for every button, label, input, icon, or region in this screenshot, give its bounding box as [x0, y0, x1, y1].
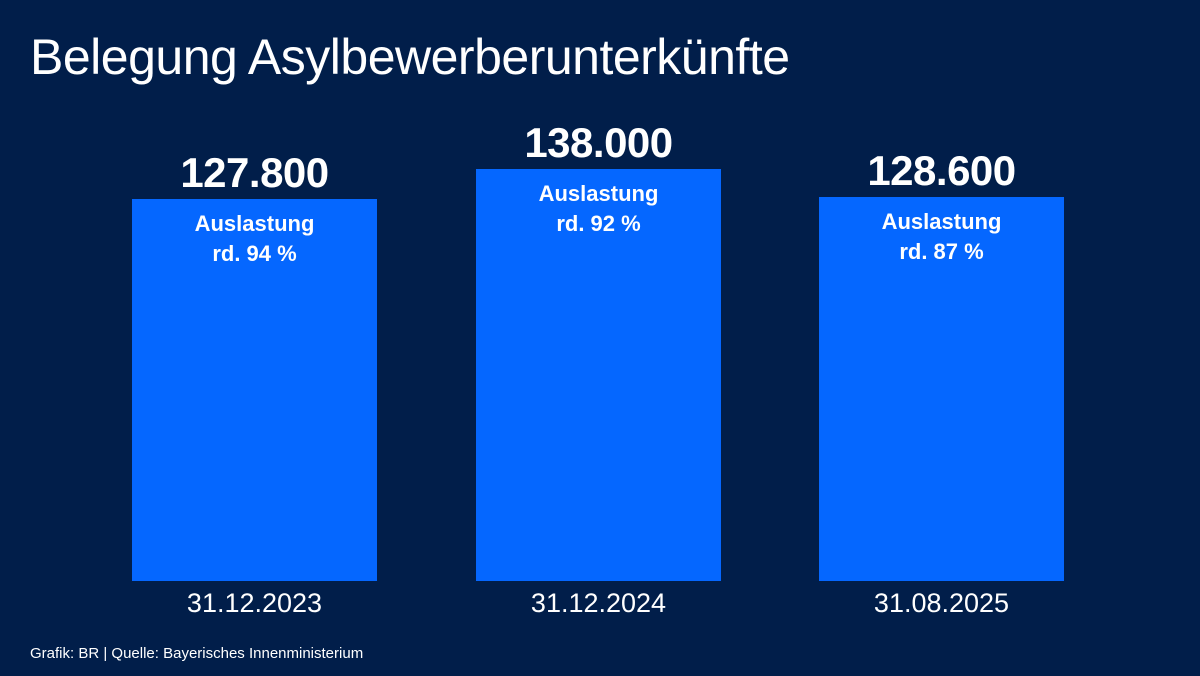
bar-annotation-value: rd. 87 %: [899, 239, 984, 265]
bar-annotation-value: rd. 92 %: [556, 211, 641, 236]
bar-annotation-label: Auslastung: [538, 181, 659, 206]
bar-annotation-label: Auslastung: [881, 209, 1002, 235]
bar-value-label: 138.000: [524, 119, 673, 166]
x-tick-label: 31.12.2023: [186, 588, 323, 618]
bar-value-label: 128.600: [867, 147, 1016, 195]
x-tick-label: 31.08.2025: [873, 588, 1010, 618]
chart-title: Belegung Asylbewerberunterkünfte: [30, 29, 790, 85]
bar-annotation-label: Auslastung: [194, 211, 315, 237]
source-note: Grafik: BR | Quelle: Bayerisches Innenmi…: [30, 645, 364, 662]
bar-2: [476, 169, 721, 581]
bar-3: [819, 197, 1064, 581]
bar-value-label: 127.800: [180, 149, 329, 197]
bar-1: [132, 199, 377, 581]
bar-annotation-value: rd. 94 %: [212, 241, 297, 267]
x-tick-label: 31.12.2024: [530, 588, 667, 618]
